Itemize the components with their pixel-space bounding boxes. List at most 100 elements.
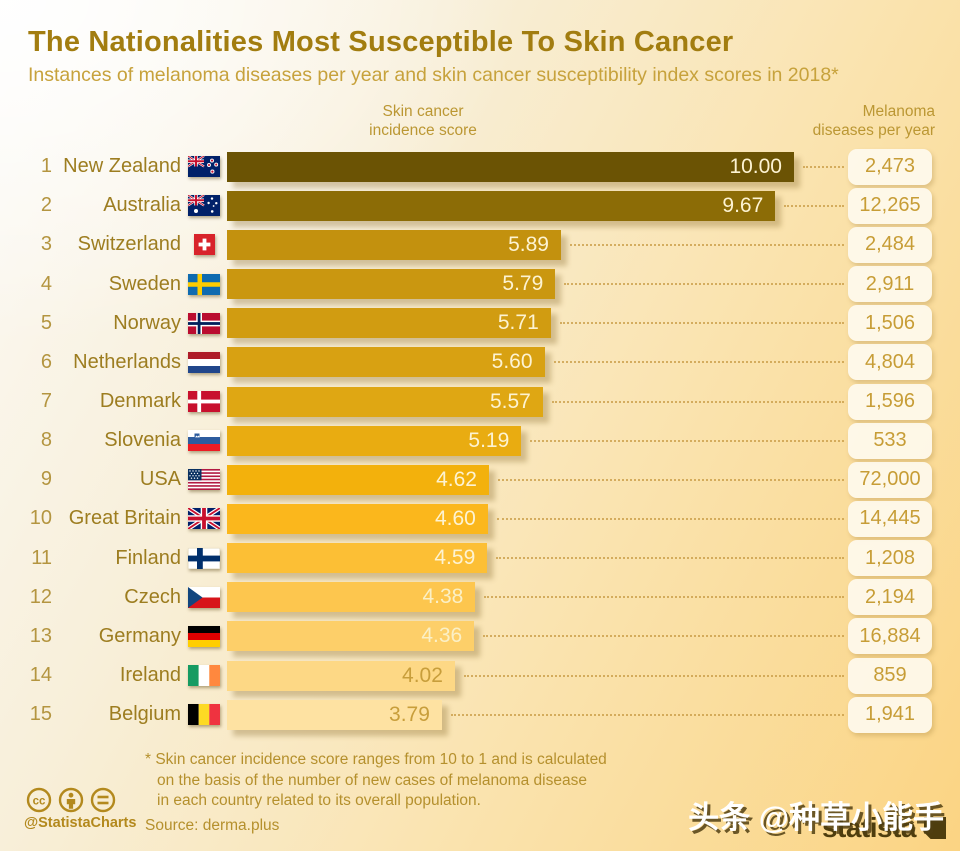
source-label: Source: derma.plus [145,817,280,834]
score-bar: 9.67 [227,190,776,221]
no-derivatives-icon [90,787,116,813]
country-name: Slovenia [104,429,181,452]
country-name: Denmark [99,390,181,413]
rank-number: 13 [29,624,52,647]
watermark-text: 头条 @种草小能手 [688,800,944,835]
rank-number: 15 [29,703,52,726]
country-name: Norway [113,311,181,334]
dotted-leader-line [553,361,844,364]
score-bar: 5.57 [227,386,543,417]
score-bar: 5.19 [227,425,522,456]
score-bar: 4.36 [227,621,475,652]
footnote-line: in each country related to its overall p… [157,792,481,810]
flag-norway-icon [187,312,221,334]
rank-number: 2 [40,194,52,217]
country-name: New Zealand [63,155,181,178]
dotted-leader-line [450,713,844,716]
country-name: Finland [115,546,181,569]
melanoma-value-box: 1,596 [848,383,932,420]
melanoma-value-box: 2,473 [848,148,932,185]
score-bar: 4.62 [227,464,489,495]
melanoma-value-box: 16,884 [848,618,932,655]
subtitle: Instances of melanoma diseases per year … [28,64,839,86]
score-value-label: 4.59 [434,546,476,570]
melanoma-value-box: 12,265 [848,187,932,224]
table-row: 7 Denmark 5.57 1,596 [28,382,932,421]
country-name: Netherlands [73,350,181,373]
score-bar: 3.79 [227,699,442,730]
creative-commons-icons: cc [26,787,136,813]
melanoma-value-box: 1,506 [848,305,932,342]
rank-number: 12 [29,585,52,608]
rank-number: 10 [29,507,52,530]
score-value-label: 5.60 [491,350,533,374]
table-row: 2 Australia 9.67 12,265 [28,186,932,225]
score-value-label: 4.62 [436,467,477,491]
statista-wordmark: statista [821,812,917,843]
dotted-leader-line [484,596,844,599]
statista-logo-glyph [924,817,946,839]
melanoma-value-box: 2,484 [848,226,932,263]
table-row: 11 Finland 4.59 1,208 [28,539,932,578]
score-value-label: 5.19 [468,428,510,452]
country-name: Germany [98,624,181,647]
flag-slovenia-icon [187,430,221,452]
rank-number: 9 [40,468,52,491]
dotted-leader-line [569,243,844,246]
country-name: Ireland [119,664,181,687]
statista-logo: statista [822,812,946,844]
table-row: 9 USA 4.62 72,000 [28,460,932,499]
flag-usa-icon [187,469,221,491]
melanoma-value-box: 14,445 [848,500,932,537]
melanoma-value-box: 72,000 [848,461,932,498]
footnote-line: * Skin cancer incidence score ranges fro… [145,751,607,768]
column-header-melanoma: Melanoma diseases per year [813,103,935,141]
flag-switzerland-icon [187,234,221,256]
rank-number: 4 [40,272,52,295]
table-row: 6 Netherlands 5.60 4,804 [28,343,932,382]
score-value-label: 4.38 [422,585,464,609]
score-bar: 4.60 [227,503,488,534]
rank-number: 7 [40,390,52,413]
flag-denmark-icon [187,391,221,413]
dotted-leader-line [497,478,844,481]
country-name: USA [139,468,181,491]
score-bar: 10.00 [227,151,794,182]
dotted-leader-line [530,439,844,442]
dotted-leader-line [551,400,844,403]
rank-number: 1 [40,155,52,178]
svg-text:cc: cc [33,796,46,808]
melanoma-value-box: 2,194 [848,579,932,616]
country-name: Belgium [108,703,181,726]
dotted-leader-line [784,204,844,207]
melanoma-value-box: 4,804 [848,344,932,381]
country-name: Czech [124,585,181,608]
column-header-score: Skin cancer incidence score [369,103,477,141]
score-bar: 5.89 [227,229,561,260]
score-value-label: 5.57 [489,389,531,413]
attribution-icon [58,787,84,813]
flag-great-britain-icon [187,508,221,530]
dotted-leader-line [496,517,844,520]
column-header-melanoma-line2: diseases per year [812,121,935,139]
flag-ireland-icon [187,665,221,687]
flag-belgium-icon [187,704,221,726]
rank-number: 6 [40,350,52,373]
flag-finland-icon [187,547,221,569]
dotted-leader-line [559,322,844,325]
country-name: Sweden [108,272,181,295]
flag-germany-icon [187,625,221,647]
score-value-label: 9.67 [722,193,764,217]
score-value-label: 5.79 [502,272,544,296]
dotted-leader-line [496,557,844,560]
table-row: 14 Ireland 4.02 859 [28,656,932,695]
table-row: 13 Germany 4.36 16,884 [28,617,932,656]
score-bar: 4.38 [227,582,476,613]
dotted-leader-line [803,165,844,168]
ranking-list: 1 New Zealand 10.00 2,473 2 Australia 9.… [28,147,932,734]
score-bar: 4.02 [227,660,455,691]
table-row: 15 Belgium 3.79 1,941 [28,695,932,734]
score-value-label: 3.79 [389,702,430,726]
score-bar: 5.71 [227,308,551,339]
rank-number: 11 [31,546,52,569]
